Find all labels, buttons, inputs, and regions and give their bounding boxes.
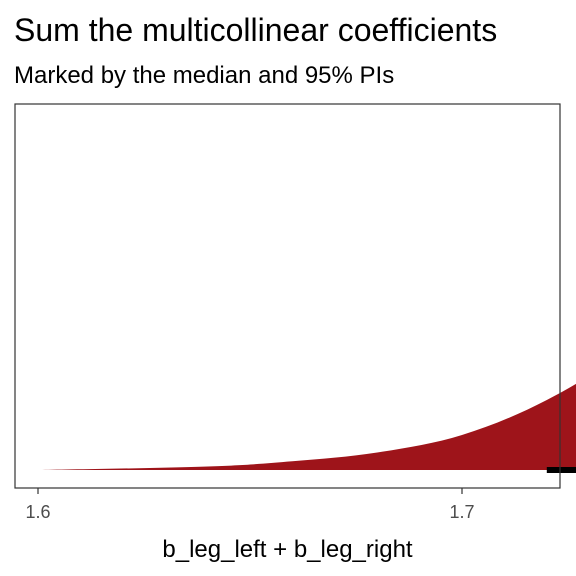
x-axis-label: b_leg_left + b_leg_right [162, 536, 413, 563]
density-area [42, 383, 576, 470]
x-tick-label: 1.6 [25, 502, 50, 522]
x-axis: 1.61.71.81.92.0 [25, 488, 475, 522]
chart-subtitle: Marked by the median and 95% PIs [14, 62, 394, 89]
plot-area [14, 103, 576, 489]
chart-title: Sum the multicollinear coefficients [14, 12, 497, 48]
plot-panel-border [14, 103, 561, 489]
x-tick-label: 1.7 [449, 502, 474, 522]
